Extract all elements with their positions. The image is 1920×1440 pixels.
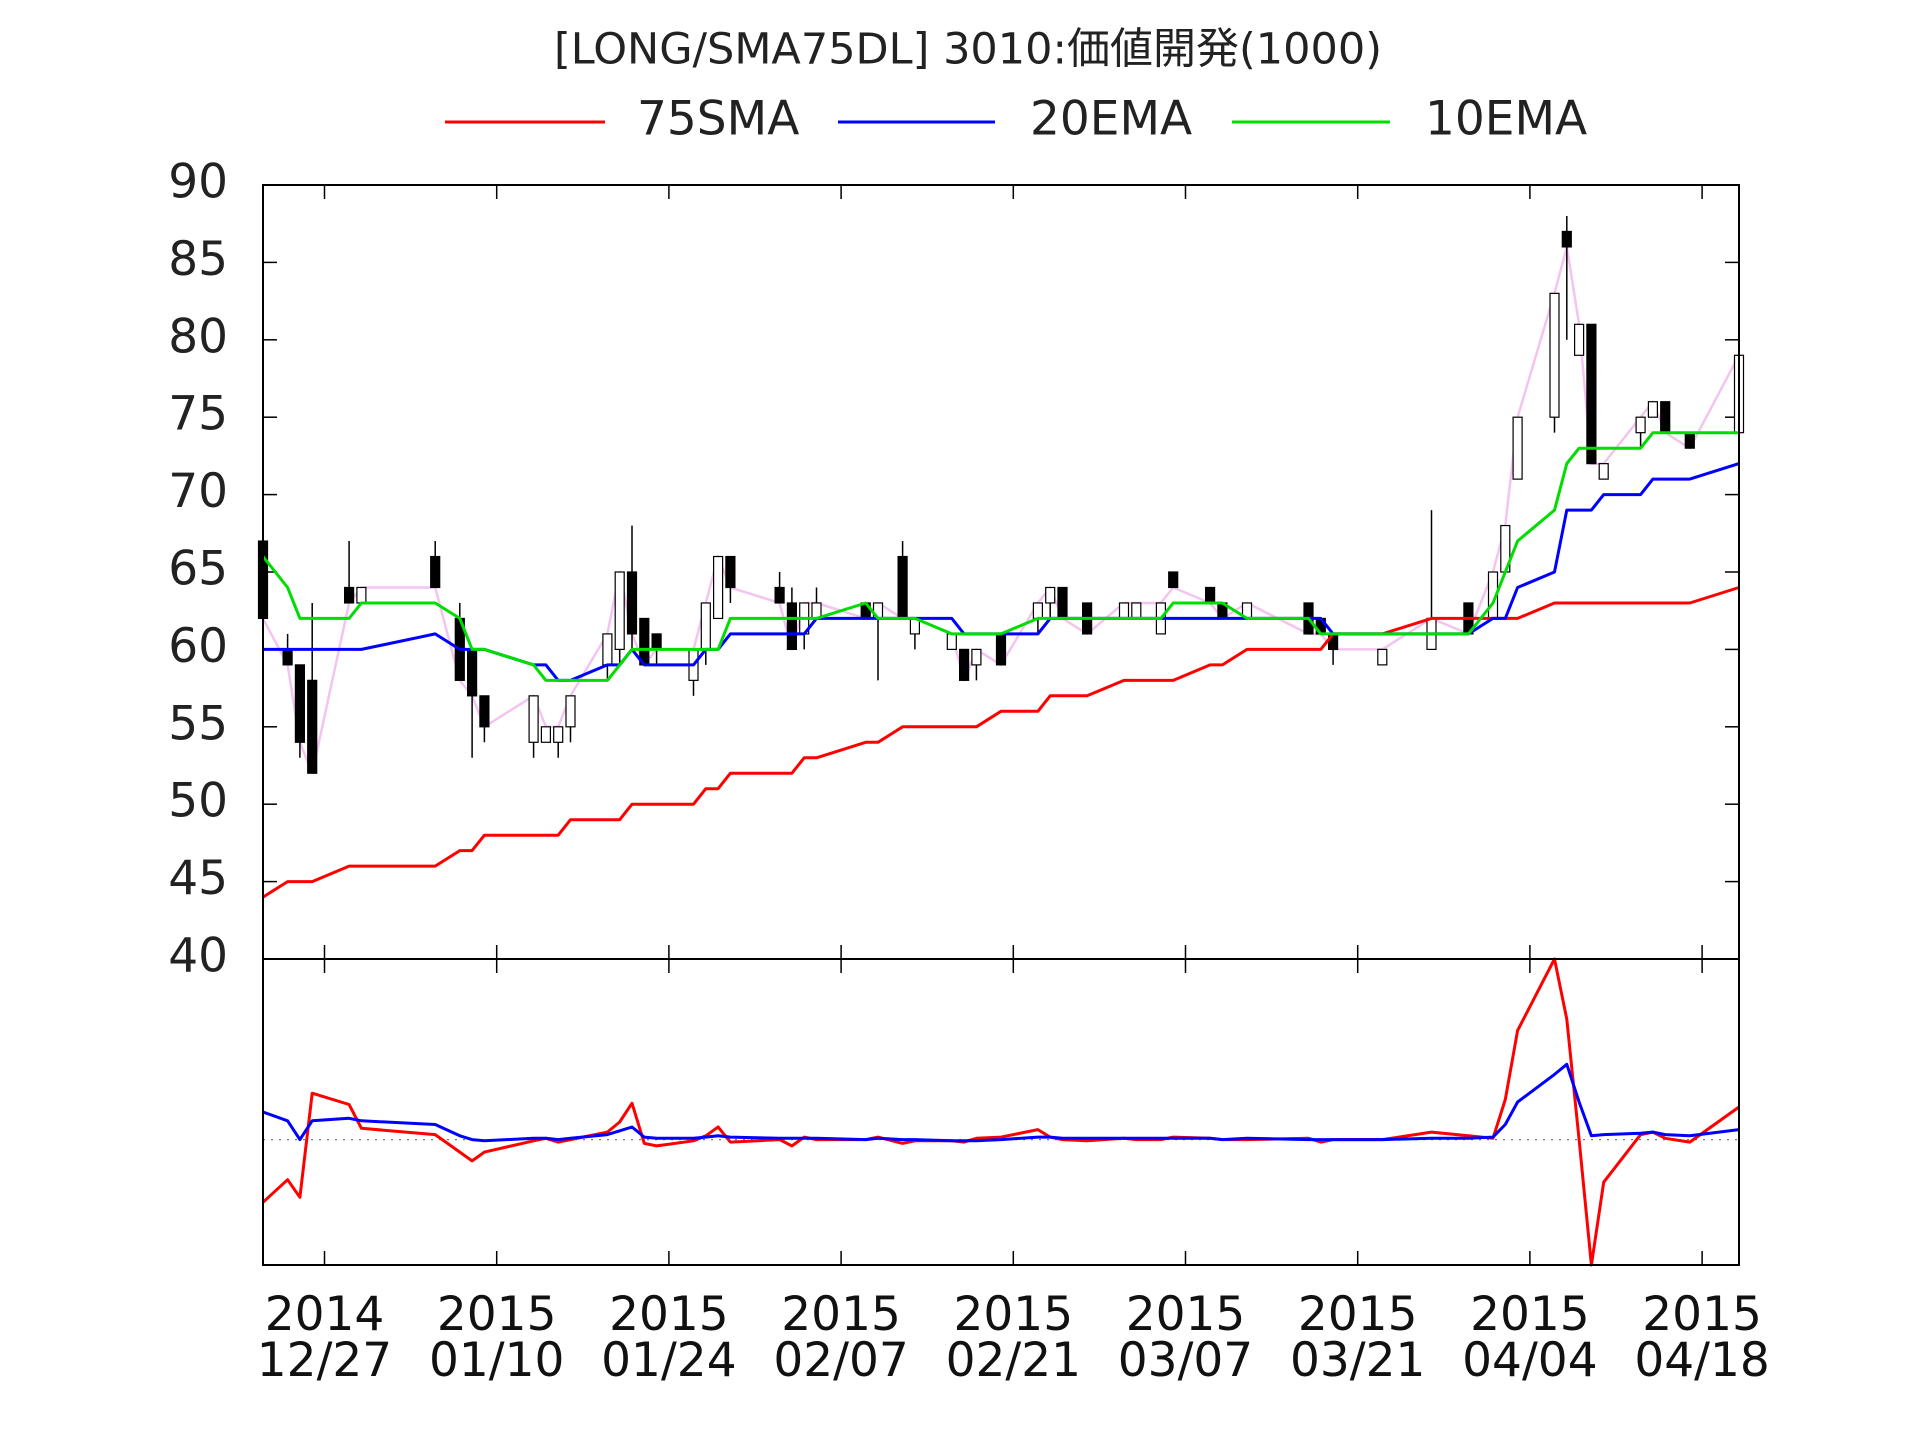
candle-body bbox=[528, 695, 539, 743]
legend-label: 10EMA bbox=[1425, 92, 1587, 147]
x-tick-label: 2015 01/24 bbox=[601, 1287, 737, 1388]
oscillator-line bbox=[261, 957, 1740, 1267]
candle-body bbox=[1561, 230, 1572, 248]
oscillator-line bbox=[262, 1062, 1740, 1143]
chart-title: [LONG/SMA75DL] 3010:価値開発(1000) bbox=[554, 25, 1382, 75]
y-tick-label: 50 bbox=[168, 774, 228, 829]
candle-body bbox=[614, 571, 625, 651]
candle-body bbox=[467, 648, 478, 697]
candle-body bbox=[1586, 323, 1597, 465]
candle-body bbox=[1131, 602, 1142, 620]
candle-body bbox=[479, 695, 490, 728]
candle-body bbox=[712, 555, 724, 620]
candle-body bbox=[1032, 602, 1044, 620]
candle-body bbox=[1512, 416, 1523, 480]
x-tick-label: 2014 12/27 bbox=[256, 1287, 393, 1388]
candle-body bbox=[897, 555, 908, 620]
candle-body bbox=[294, 664, 305, 743]
candle-body bbox=[725, 555, 736, 589]
candle-body bbox=[430, 555, 441, 589]
candle-body bbox=[565, 695, 576, 728]
candle-body bbox=[1598, 463, 1609, 480]
candle-body bbox=[1573, 323, 1585, 356]
candle-body bbox=[774, 586, 785, 604]
close-line bbox=[261, 245, 1741, 775]
candle-body bbox=[1204, 586, 1216, 604]
candle-body bbox=[1045, 586, 1056, 604]
candle-body bbox=[356, 586, 367, 604]
y-tick-label: 65 bbox=[168, 542, 228, 597]
plot-frame bbox=[262, 184, 1740, 960]
candle-body bbox=[282, 648, 293, 666]
candle-body bbox=[1647, 401, 1659, 418]
candle-body bbox=[971, 648, 982, 666]
x-tick-label: 2015 03/07 bbox=[1117, 1287, 1254, 1388]
y-tick-label: 40 bbox=[168, 929, 228, 984]
candle-body bbox=[602, 633, 613, 666]
candle-body bbox=[1118, 602, 1130, 620]
candle-body bbox=[1684, 432, 1695, 449]
y-tick-label: 60 bbox=[168, 619, 228, 674]
candle-body bbox=[1549, 292, 1560, 418]
y-tick-label: 90 bbox=[168, 155, 228, 210]
candle-body bbox=[1377, 648, 1388, 666]
ma-line bbox=[261, 431, 1739, 682]
x-tick-label: 2015 03/21 bbox=[1289, 1287, 1426, 1388]
candle-body bbox=[651, 633, 662, 650]
x-tick-label: 2015 04/18 bbox=[1634, 1287, 1770, 1388]
candle-body bbox=[1635, 416, 1646, 434]
candle-body bbox=[786, 602, 798, 651]
candle-body bbox=[626, 571, 638, 635]
x-tick-label: 2015 02/21 bbox=[945, 1287, 1082, 1388]
x-tick-label: 2015 01/10 bbox=[428, 1287, 565, 1388]
y-tick-label: 45 bbox=[168, 851, 228, 906]
y-tick-label: 55 bbox=[168, 696, 228, 751]
candle-body bbox=[995, 633, 1007, 666]
sub-plot-frame bbox=[262, 958, 1740, 1266]
candle-body bbox=[1168, 571, 1179, 589]
y-tick-label: 80 bbox=[168, 309, 228, 364]
candle-body bbox=[344, 586, 355, 604]
candle-body bbox=[540, 726, 552, 743]
y-tick-label: 75 bbox=[168, 387, 228, 442]
x-tick-label: 2015 04/04 bbox=[1462, 1287, 1598, 1388]
ma-line bbox=[262, 586, 1740, 899]
x-tick-label: 2015 02/07 bbox=[773, 1287, 909, 1388]
y-tick-label: 85 bbox=[168, 232, 228, 287]
legend-label: 75SMA bbox=[637, 92, 799, 147]
candle-body bbox=[1057, 586, 1068, 620]
candle-body bbox=[1660, 401, 1671, 434]
candle-body bbox=[639, 617, 650, 666]
y-tick-label: 70 bbox=[168, 464, 228, 519]
candle-body bbox=[700, 602, 711, 651]
legend-label: 20EMA bbox=[1030, 92, 1192, 147]
candle-body bbox=[958, 648, 970, 681]
candle-body bbox=[307, 679, 318, 774]
candle-body bbox=[946, 633, 957, 650]
candle-body bbox=[553, 726, 564, 743]
